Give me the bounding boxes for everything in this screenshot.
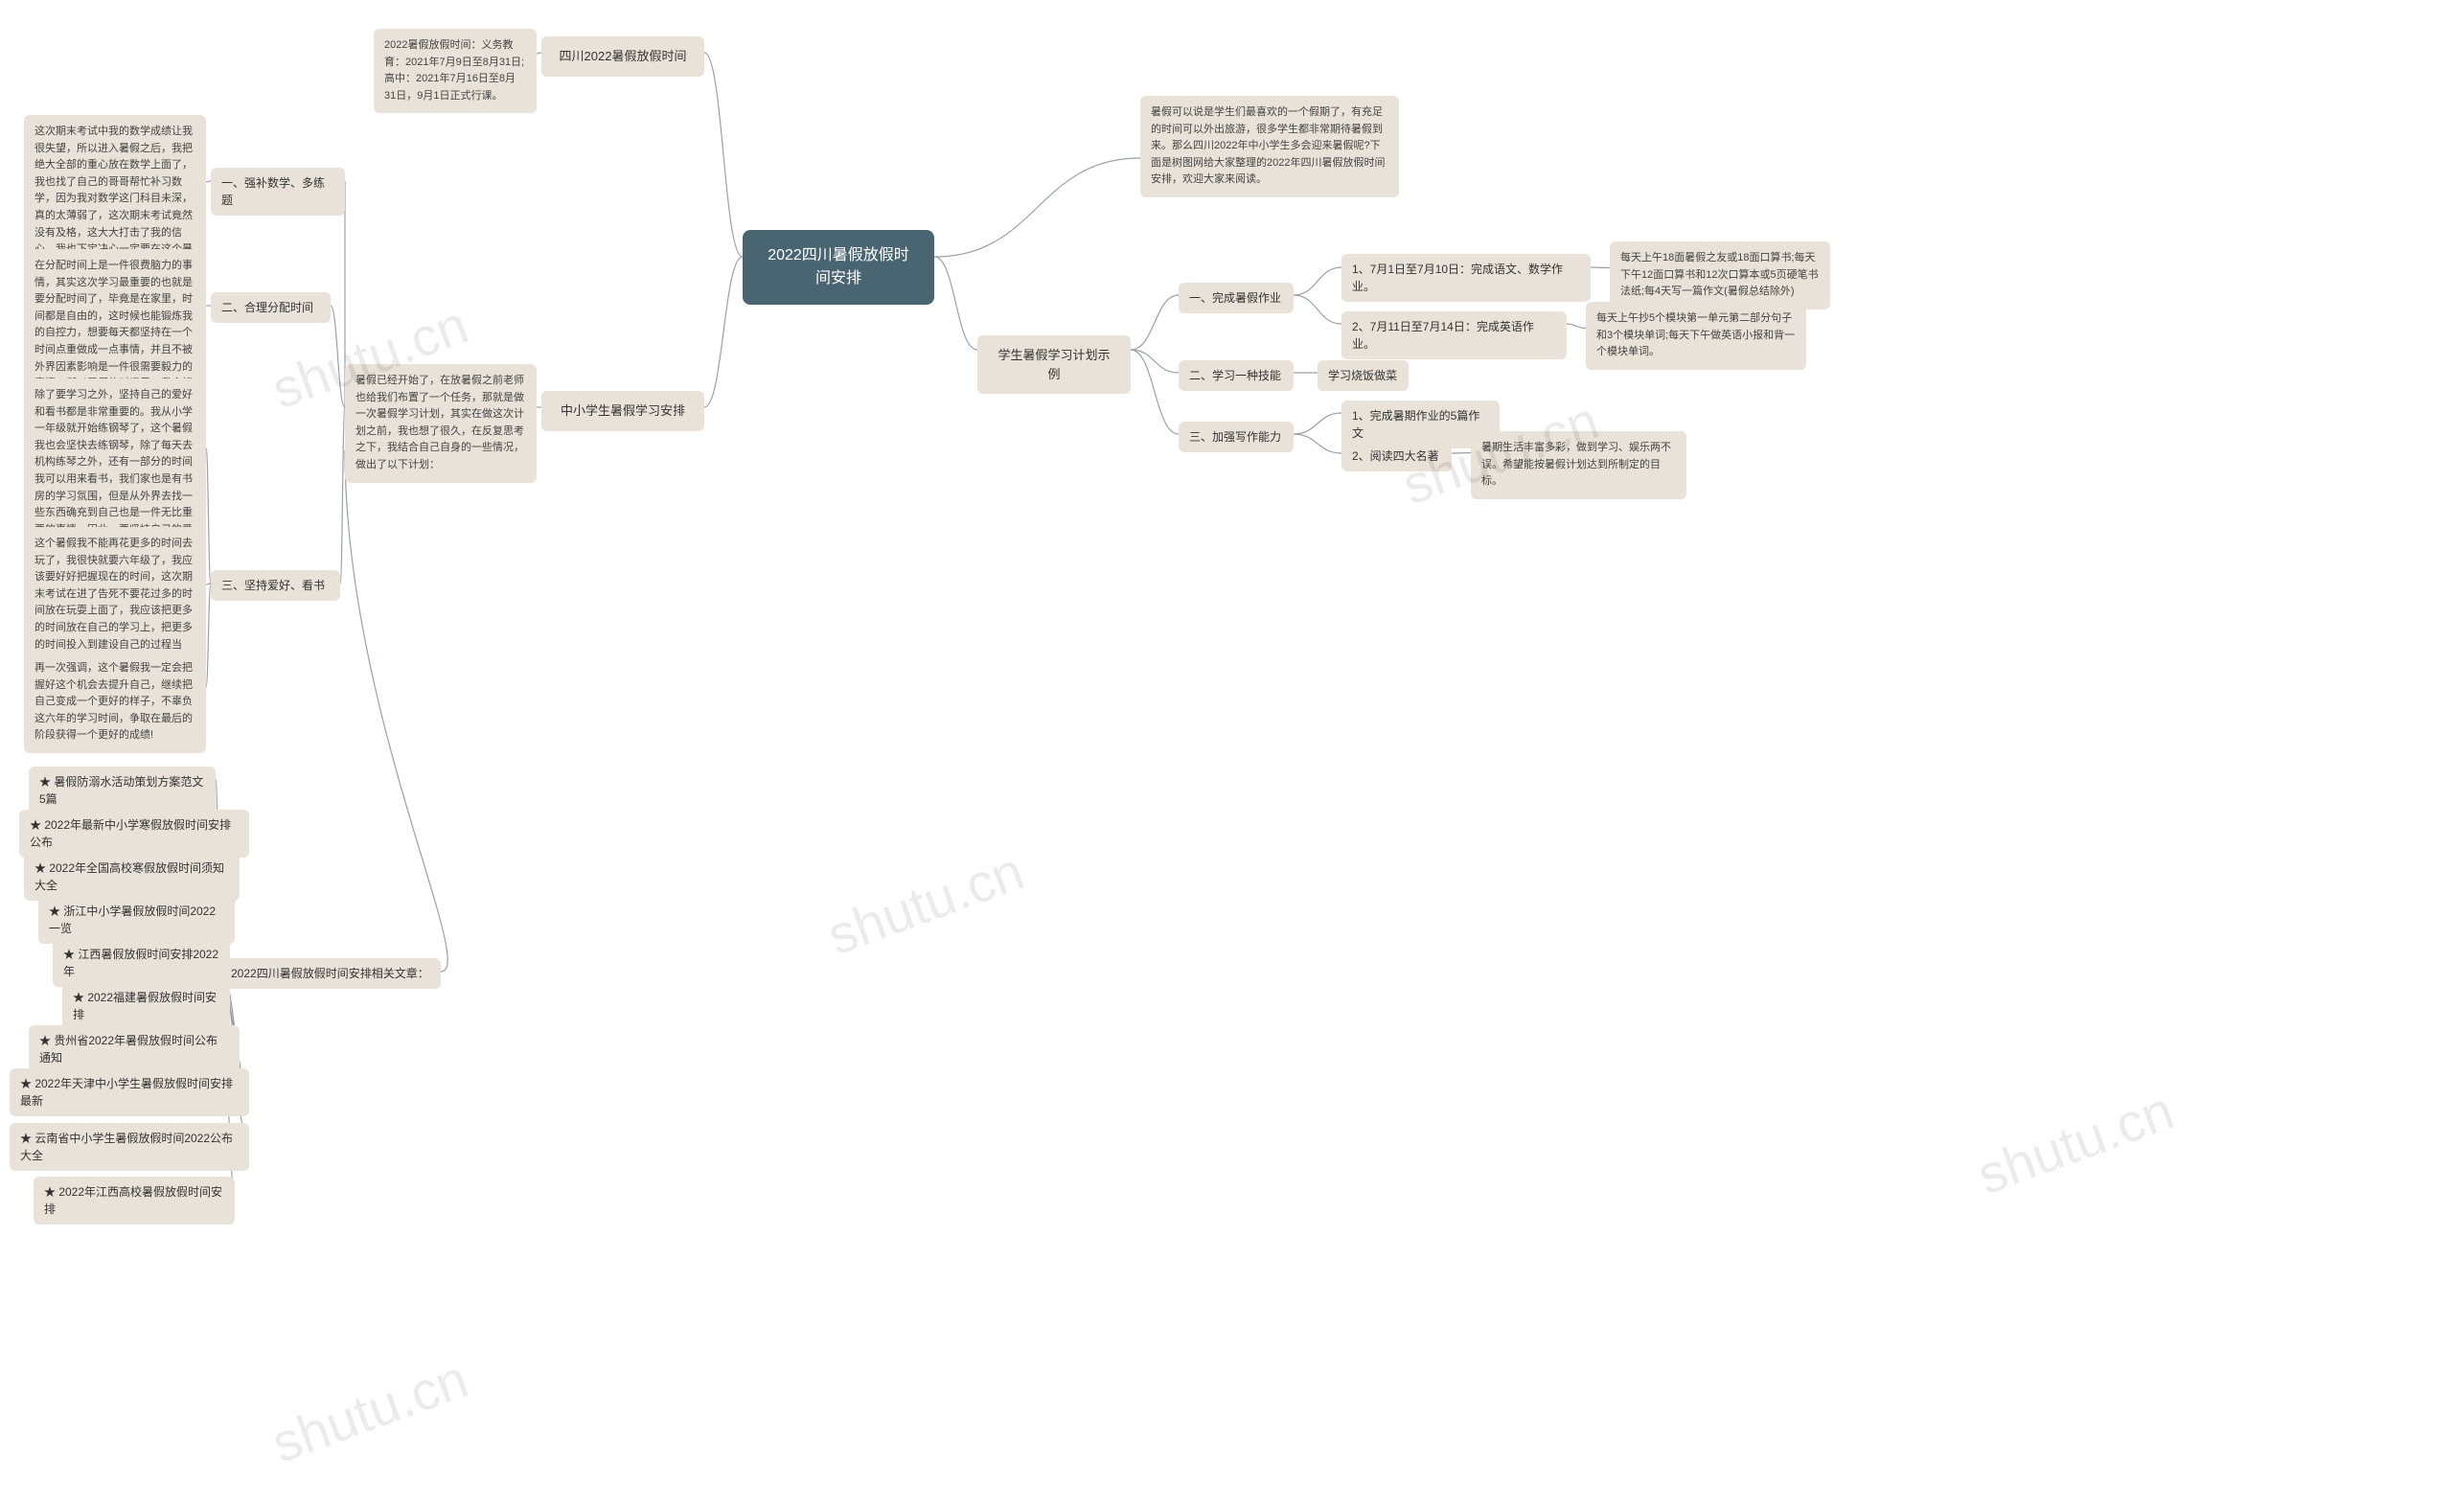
node-b4_s2: 二、学习一种技能 [1179,360,1294,391]
node-b3_2: ★ 2022年最新中小学寒假放假时间安排公布 [19,810,249,858]
node-b3_5: ★ 江西暑假放假时间安排2022年 [53,939,230,987]
node-b4_s3: 三、加强写作能力 [1179,422,1294,452]
node-center: 2022四川暑假放假时间安排 [743,230,934,305]
node-b1: 四川2022暑假放假时间 [541,36,704,77]
node-b2_s3_leaf3: 再一次强调，这个暑假我一定会把握好这个机会去提升自己，继续把自己变成一个更好的样… [24,652,206,753]
node-b3_4: ★ 浙江中小学暑假放假时间2022一览 [38,896,235,944]
node-b4_s3_2: 2、阅读四大名著 [1341,441,1452,471]
edge-layer [0,0,2453,1512]
node-b1_leaf: 2022暑假放假时间：义务教育：2021年7月9日至8月31日;高中：2021年… [374,29,537,113]
node-b2_s3: 三、坚持爱好、看书 [211,570,340,601]
watermark: shutu.cn [1969,1079,2181,1206]
watermark: shutu.cn [264,1347,475,1475]
node-b2_s2: 二、合理分配时间 [211,292,331,323]
node-b2: 中小学生暑假学习安排 [541,391,704,431]
node-b4_s3_2_leaf: 暑期生活丰富多彩，做到学习、娱乐两不误。希望能按暑假计划达到所制定的目标。 [1471,431,1686,499]
node-b2_leaf: 暑假已经开始了，在放暑假之前老师也给我们布置了一个任务，那就是做一次暑假学习计划… [345,364,537,483]
node-b3_6: ★ 2022福建暑假放假时间安排 [62,982,230,1030]
watermark: shutu.cn [819,839,1031,967]
node-b2_s1: 一、强补数学、多练题 [211,168,345,216]
node-intro: 暑假可以说是学生们最喜欢的一个假期了，有充足的时间可以外出旅游，很多学生都非常期… [1140,96,1399,197]
node-b3_10: ★ 2022年江西高校暑假放假时间安排 [34,1177,235,1225]
node-b3_8: ★ 2022年天津中小学生暑假放假时间安排最新 [10,1068,249,1116]
node-b4_s2_leaf: 学习烧饭做菜 [1318,360,1409,391]
node-b3_3: ★ 2022年全国高校寒假放假时间须知大全 [24,853,240,901]
node-b4_s1: 一、完成暑假作业 [1179,283,1294,313]
node-b4: 学生暑假学习计划示例 [977,335,1131,394]
node-b4_s1_1: 1、7月1日至7月10日：完成语文、数学作业。 [1341,254,1591,302]
node-b4_s1_2_leaf: 每天上午抄5个模块第一单元第二部分句子和3个模块单词;每天下午做英语小报和背一个… [1586,302,1806,370]
node-b3: 2022四川暑假放假时间安排相关文章： [220,958,441,989]
node-b3_7: ★ 贵州省2022年暑假放假时间公布通知 [29,1025,240,1073]
node-b4_s1_2: 2、7月11日至7月14日：完成英语作业。 [1341,311,1567,359]
node-b4_s1_1_leaf: 每天上午18面暑假之友或18面口算书;每天下午12面口算书和12次口算本或5页硬… [1610,241,1830,309]
node-b3_1: ★ 暑假防溺水活动策划方案范文5篇 [29,767,216,814]
node-b3_9: ★ 云南省中小学生暑假放假时间2022公布大全 [10,1123,249,1171]
